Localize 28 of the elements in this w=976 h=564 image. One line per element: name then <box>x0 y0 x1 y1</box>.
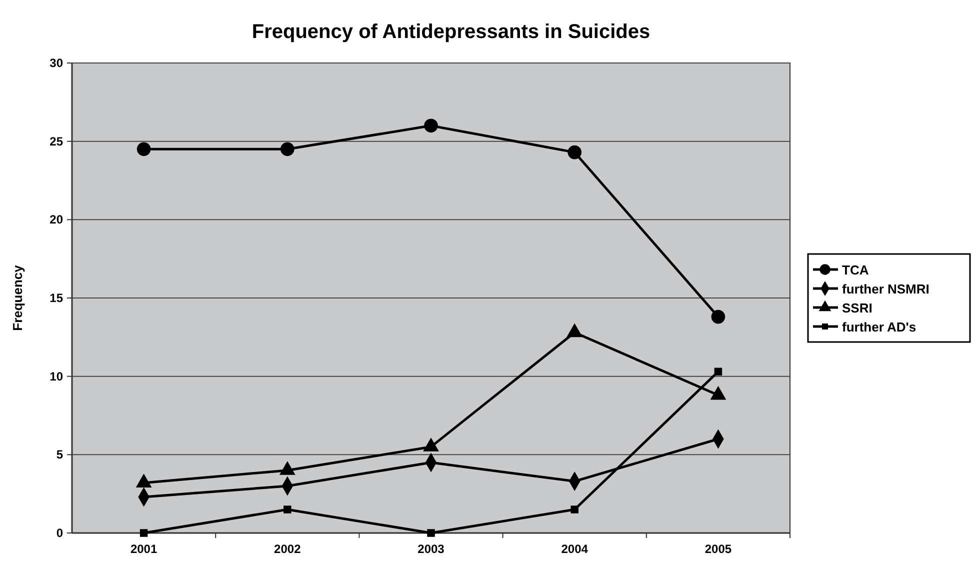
y-tick-label: 20 <box>50 212 64 227</box>
legend-label: SSRI <box>842 300 872 316</box>
y-tick-label: 30 <box>50 56 64 70</box>
point <box>140 529 148 537</box>
legend-label: further AD's <box>842 320 916 334</box>
chart-title: Frequency of Antidepressants in Suicides <box>252 21 650 43</box>
point <box>568 145 582 160</box>
legend-label: TCA <box>842 262 870 278</box>
point <box>427 529 435 537</box>
y-axis-title: Frequency <box>10 264 25 331</box>
point <box>136 142 151 156</box>
point <box>711 310 726 324</box>
y-tick-label: 25 <box>50 134 64 148</box>
y-tick-label: 10 <box>50 369 64 384</box>
legend-label: further NSMRI <box>842 282 930 296</box>
point <box>714 368 722 376</box>
point <box>284 506 292 514</box>
y-tick-label: 5 <box>56 448 64 462</box>
x-tick-label: 2003 <box>418 542 445 556</box>
x-tick-label: 2005 <box>704 542 732 556</box>
y-tick-label: 15 <box>50 291 64 305</box>
point <box>280 142 294 156</box>
x-tick-label: 2002 <box>274 542 302 556</box>
x-tick-label: 2004 <box>561 542 588 556</box>
x-tick-label: 2001 <box>130 542 158 556</box>
point <box>424 118 438 133</box>
y-tick-label: 0 <box>56 526 64 540</box>
point <box>570 506 578 514</box>
